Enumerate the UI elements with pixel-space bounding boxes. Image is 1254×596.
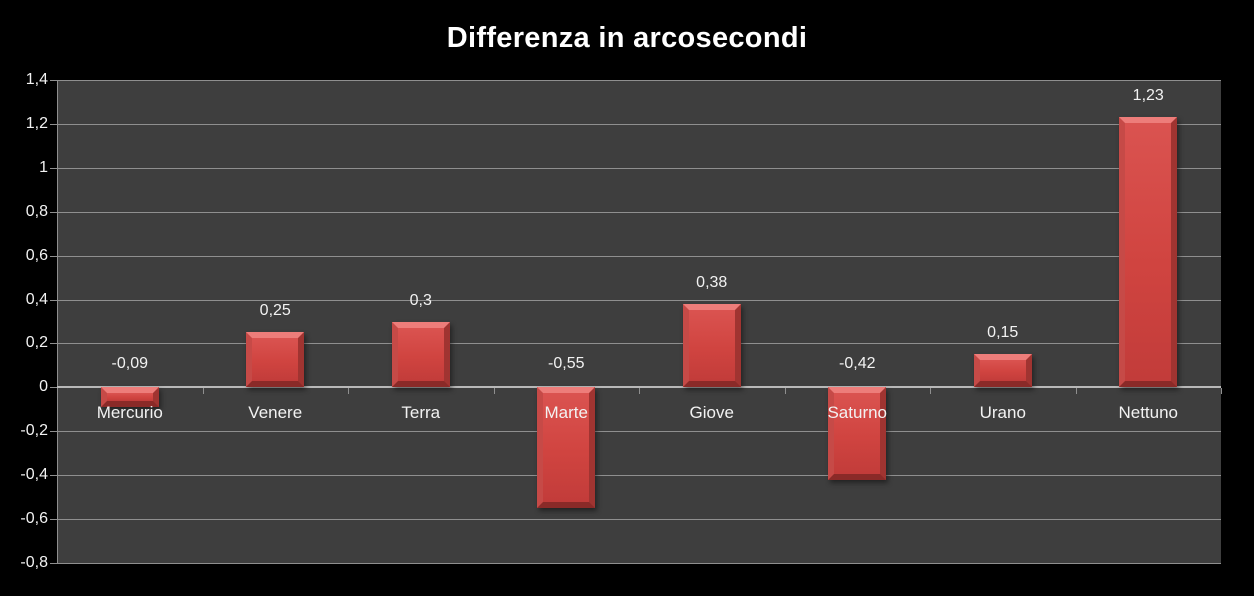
y-axis-tick (50, 343, 57, 344)
y-axis-tick-label: 0,2 (25, 334, 48, 352)
plot-area (57, 80, 1221, 563)
zero-gridline (57, 386, 1221, 388)
category-label: Saturno (827, 403, 888, 423)
x-axis-tick (639, 388, 640, 395)
y-axis-tick-label: -0,4 (20, 466, 48, 484)
y-axis-line (57, 80, 58, 563)
gridline (57, 80, 1221, 81)
y-axis-tick-label: -0,2 (20, 422, 48, 440)
value-label: -0,55 (548, 355, 585, 373)
y-axis-tick-label: 1 (39, 158, 48, 176)
y-axis-tick-label: 0,8 (25, 202, 48, 220)
y-axis-tick (50, 475, 57, 476)
y-axis-tick-label: 0,4 (25, 290, 48, 308)
category-label: Venere (248, 403, 303, 423)
gridline (57, 300, 1221, 301)
value-label: -0,09 (111, 355, 148, 373)
x-axis-tick (1221, 388, 1222, 395)
gridline (57, 256, 1221, 257)
x-axis-tick (785, 388, 786, 395)
x-axis-tick (1076, 388, 1077, 395)
category-label: Giove (689, 403, 734, 423)
y-axis-tick-label: -0,8 (20, 554, 48, 571)
y-axis-tick (50, 80, 57, 81)
y-axis-tick (50, 212, 57, 213)
y-axis-tick-label: 1,4 (25, 71, 48, 88)
gridline (57, 519, 1221, 520)
category-label: Marte (544, 403, 588, 423)
y-axis-tick (50, 124, 57, 125)
category-label: Urano (979, 403, 1026, 423)
gridline (57, 124, 1221, 125)
category-label: Nettuno (1118, 403, 1179, 423)
gridline (57, 212, 1221, 213)
bar-terra (391, 321, 450, 388)
x-axis-tick (203, 388, 204, 395)
chart-title: Differenza in arcosecondi (446, 22, 808, 54)
bar-urano (973, 354, 1032, 388)
bar-saturno (828, 387, 887, 480)
y-axis-tick-label: -0,6 (20, 510, 48, 528)
y-axis-tick-label: 0,6 (25, 246, 48, 264)
y-axis-tick-label: 1,2 (25, 114, 48, 132)
y-axis-tick (50, 431, 57, 432)
y-axis-tick (50, 168, 57, 169)
category-label: Mercurio (96, 403, 163, 423)
value-label: -0,42 (839, 355, 876, 373)
x-axis-tick (494, 388, 495, 395)
y-axis-tick-label: 0 (39, 378, 48, 396)
y-axis-tick (50, 387, 57, 388)
x-axis-tick (930, 388, 931, 395)
value-label: 0,3 (409, 291, 432, 309)
value-label: 0,15 (987, 324, 1019, 342)
gridline (57, 431, 1221, 432)
y-axis-tick (50, 300, 57, 301)
category-label: Terra (401, 403, 441, 423)
y-axis-tick (50, 519, 57, 520)
bar-mercurio (100, 387, 159, 408)
x-axis-tick (348, 388, 349, 395)
bar-venere (246, 332, 305, 388)
gridline (57, 475, 1221, 476)
bar-marte (537, 387, 596, 509)
gridline (57, 168, 1221, 169)
y-axis-tick (50, 256, 57, 257)
value-label: 1,23 (1132, 87, 1164, 105)
bar-nettuno (1119, 117, 1178, 388)
value-label: 0,38 (696, 273, 728, 291)
y-axis-tick (50, 563, 57, 564)
bar-giove (682, 303, 741, 388)
value-label: 0,25 (259, 302, 291, 320)
gridline (57, 563, 1221, 564)
x-axis-tick (57, 388, 58, 395)
gridline (57, 343, 1221, 344)
